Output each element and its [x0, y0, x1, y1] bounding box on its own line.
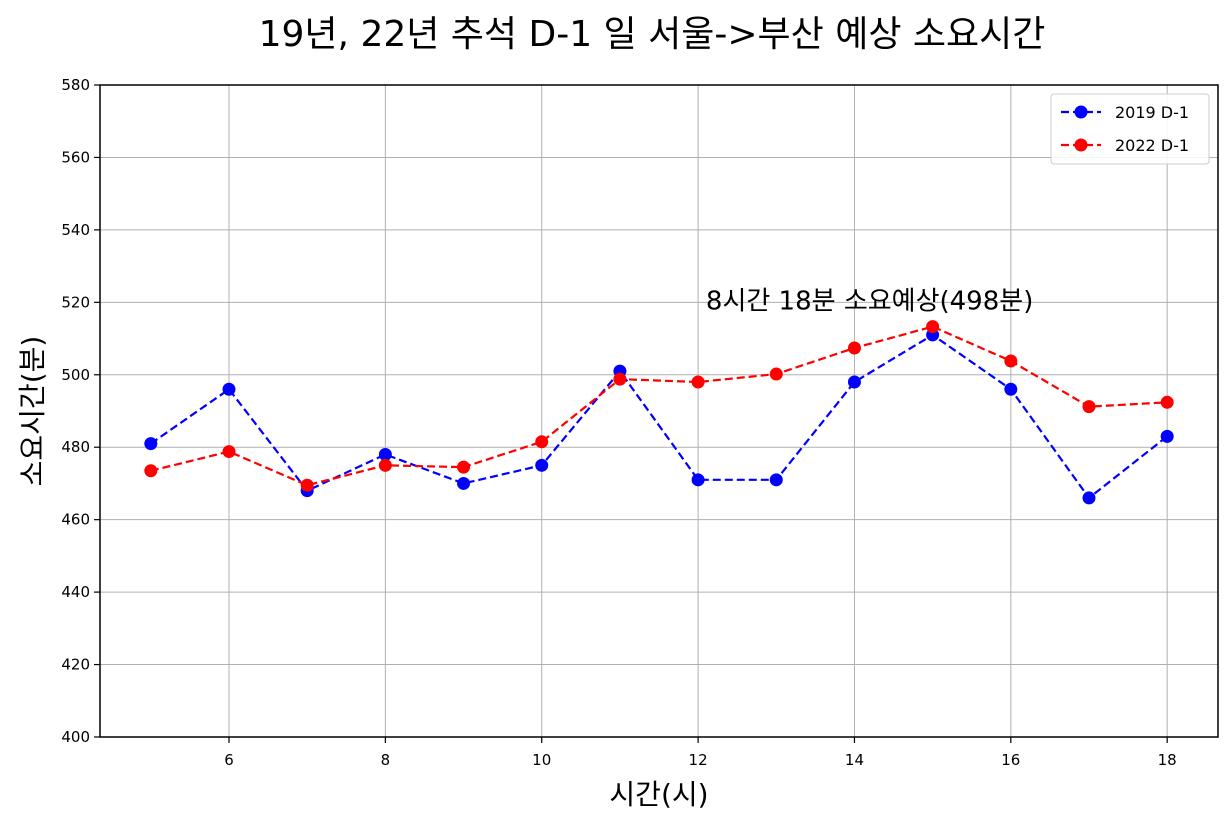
legend: 2019 D-1 2022 D-1	[1050, 93, 1210, 165]
x-tick-label: 14	[845, 751, 864, 769]
data-point-series-1	[1082, 491, 1096, 505]
data-point-series-1	[535, 458, 549, 472]
data-point-series-2	[1160, 395, 1174, 409]
data-point-series-1	[222, 382, 236, 396]
grid	[100, 84, 1218, 738]
y-tick-label: 460	[61, 511, 90, 529]
y-tick-label: 400	[61, 728, 90, 746]
data-point-series-2	[222, 445, 236, 459]
legend-marker-1	[1074, 105, 1088, 119]
data-point-series-2	[535, 435, 549, 449]
series-line-1	[150, 333, 1168, 500]
legend-label-1: 2019 D-1	[1115, 103, 1189, 122]
series-line-2	[150, 325, 1168, 487]
data-point-series-1	[1004, 382, 1018, 396]
data-point-series-2	[847, 341, 861, 355]
y-tick-label: 500	[61, 366, 90, 384]
data-point-series-1	[1160, 429, 1174, 443]
y-tick-label: 420	[61, 656, 90, 674]
y-tick-label: 540	[61, 221, 90, 239]
data-point-series-2	[378, 458, 392, 472]
data-point-series-2	[926, 320, 940, 334]
data-point-series-2	[457, 460, 471, 474]
data-point-series-1	[769, 473, 783, 487]
data-point-series-2	[613, 372, 627, 386]
chart-title: 19년, 22년 추석 D-1 일 서울->부산 예상 소요시간	[259, 14, 1046, 55]
y-axis-label: 소요시간(분)	[16, 336, 49, 487]
annotation-layer: 8시간 18분 소요예상(498분)	[706, 287, 1033, 317]
x-tick-label: 8	[381, 751, 391, 769]
x-tick-label: 6	[224, 751, 234, 769]
series-layer	[144, 320, 1174, 505]
data-point-series-1	[378, 447, 392, 461]
chart-annotation: 8시간 18분 소요예상(498분)	[706, 287, 1033, 317]
y-tick-label: 580	[61, 76, 90, 94]
y-tick-label: 560	[61, 148, 90, 166]
legend-marker-2	[1074, 138, 1088, 152]
y-tick-label: 520	[61, 293, 90, 311]
plot-frame	[99, 84, 1219, 738]
x-tick-label: 16	[1001, 751, 1020, 769]
y-tick-label: 440	[61, 583, 90, 601]
data-point-series-1	[847, 375, 861, 389]
data-point-series-2	[144, 464, 158, 478]
legend-label-2: 2022 D-1	[1115, 136, 1189, 155]
data-point-series-2	[691, 375, 705, 389]
x-axis-label: 시간(시)	[609, 778, 708, 811]
data-point-series-2	[769, 367, 783, 381]
data-point-series-2	[300, 478, 314, 492]
data-point-series-1	[691, 473, 705, 487]
data-point-series-2	[1082, 400, 1096, 414]
axis-ticks: 6 8 10 12 14 16 18 400 420 440 460 480 500 520 540 560 5…	[61, 76, 1176, 769]
x-tick-label: 18	[1158, 751, 1177, 769]
data-point-series-1	[457, 476, 471, 490]
data-point-series-1	[144, 437, 158, 451]
data-point-series-2	[1004, 354, 1018, 368]
y-tick-label: 480	[61, 438, 90, 456]
x-tick-label: 12	[689, 751, 708, 769]
x-tick-label: 10	[532, 751, 551, 769]
